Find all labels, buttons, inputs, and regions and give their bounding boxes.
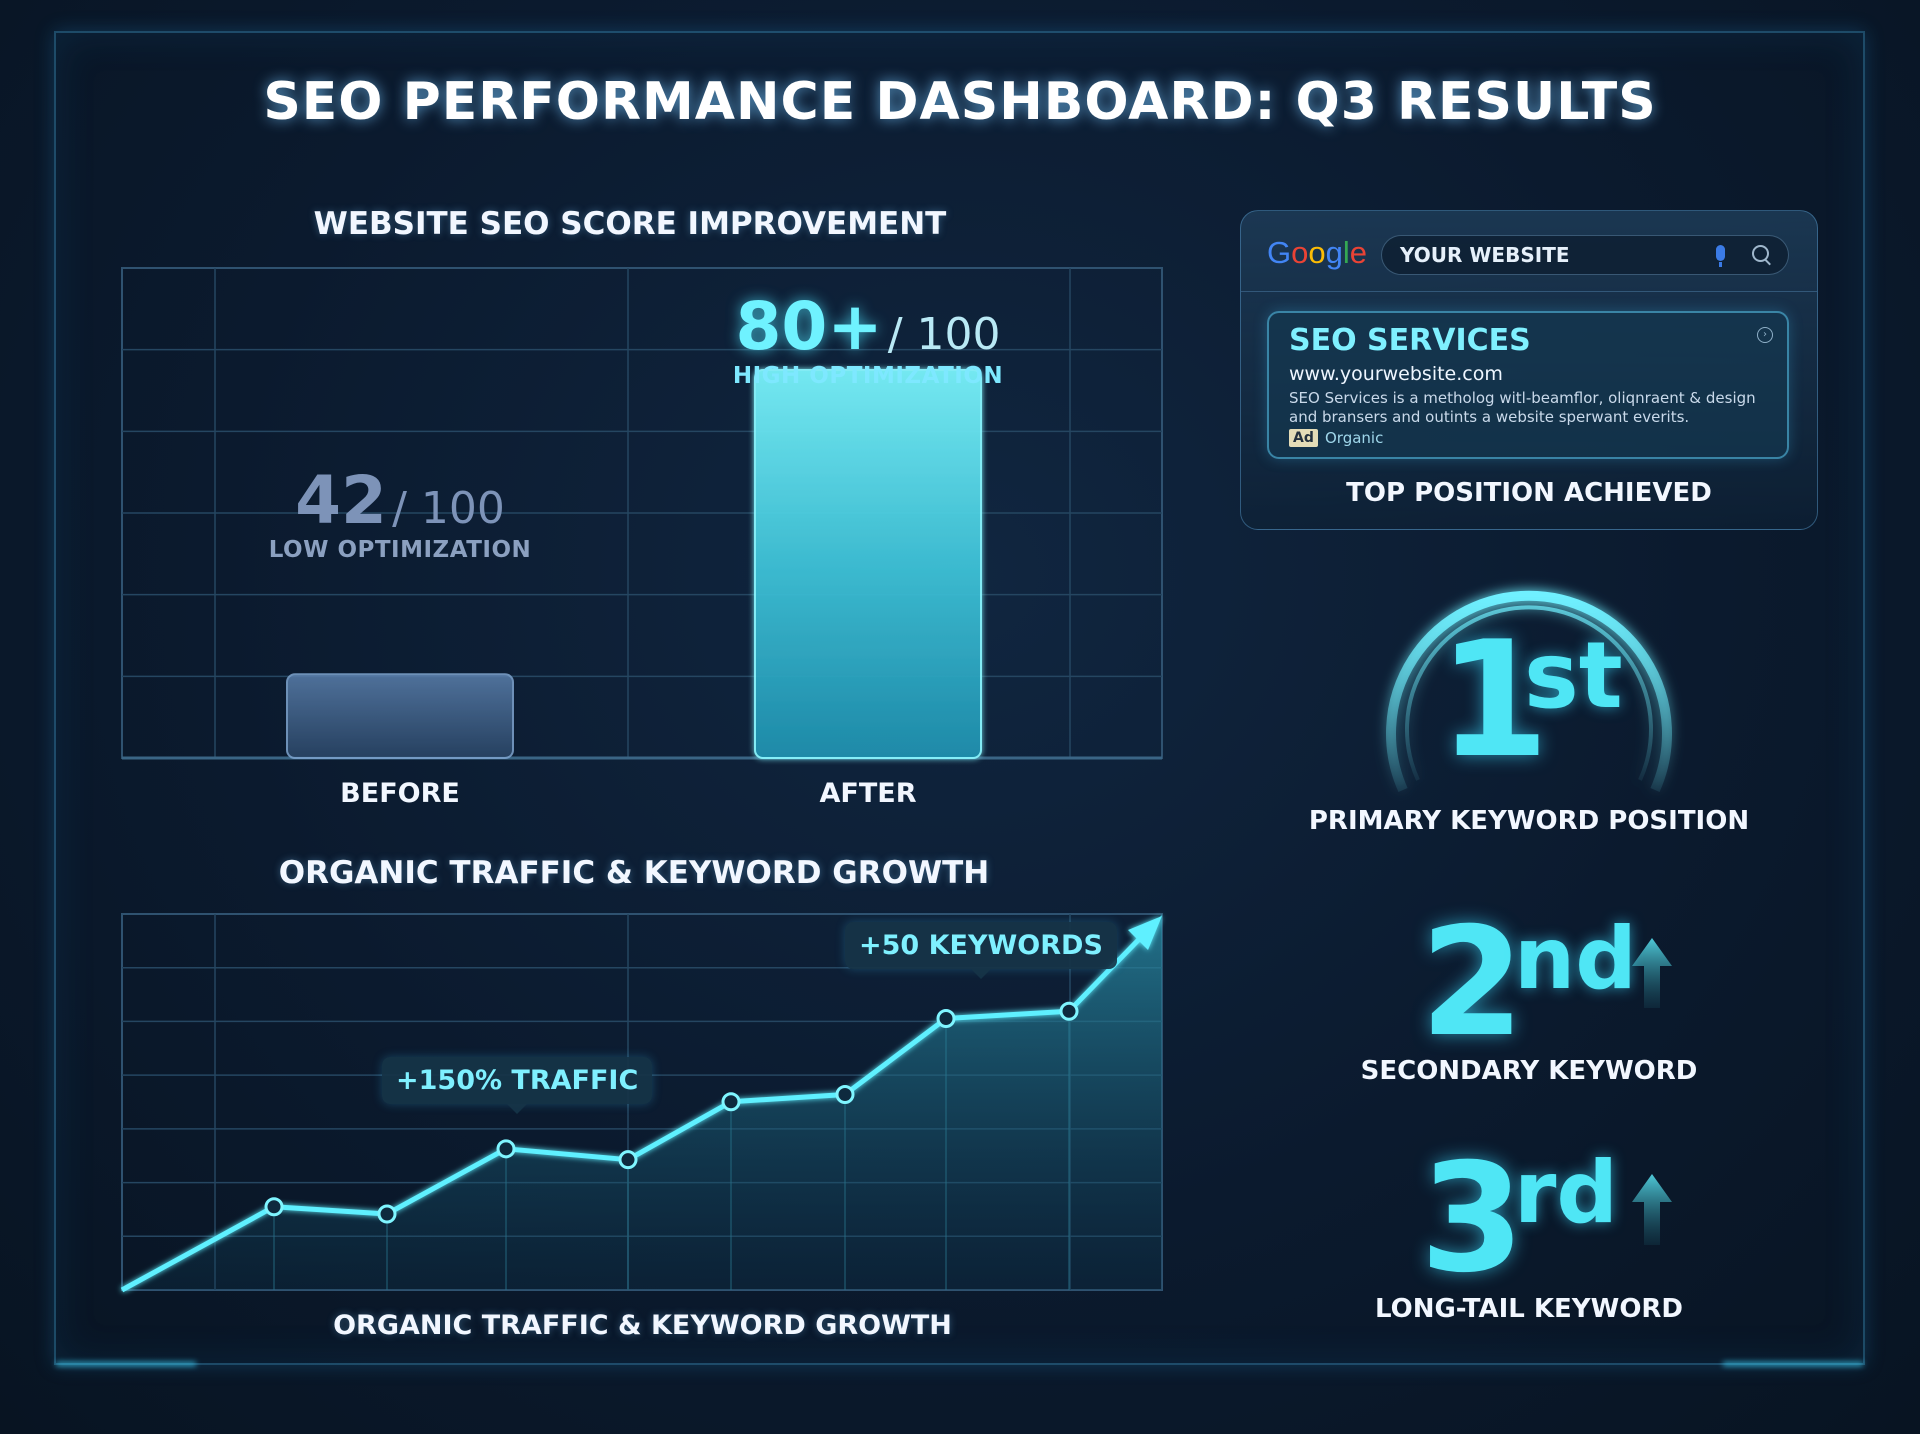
- before-score: 42 / 100 LOW OPTIMIZATION: [220, 462, 580, 563]
- rank-3-number: 3: [1420, 1132, 1525, 1306]
- microphone-icon[interactable]: [1716, 245, 1725, 267]
- rank-2-label: SECONDARY KEYWORD: [1360, 1056, 1698, 1086]
- result-url[interactable]: www.yourwebsite.com: [1289, 363, 1503, 385]
- before-score-max: / 100: [392, 483, 505, 534]
- result-title[interactable]: SEO SERVICES: [1289, 323, 1531, 358]
- data-point: [618, 1150, 638, 1170]
- page-title: SEO PERFORMANCE DASHBOARD: Q3 RESULTS: [263, 72, 1657, 132]
- data-point: [377, 1204, 397, 1224]
- organic-label: Organic: [1325, 429, 1384, 447]
- traffic-section-title: ORGANIC TRAFFIC & KEYWORD GROWTH: [278, 855, 990, 891]
- search-query: YOUR WEBSITE: [1400, 243, 1570, 267]
- before-category-label: BEFORE: [340, 778, 460, 809]
- top-position-caption: TOP POSITION ACHIEVED: [1346, 478, 1712, 508]
- traffic-area: [122, 914, 1162, 1290]
- rank-2-number: 2: [1420, 896, 1525, 1070]
- rank-1-number: 1: [1438, 606, 1550, 793]
- traffic-line: [120, 926, 1152, 1293]
- bar-after: [754, 369, 982, 759]
- after-score-value: 80+: [735, 288, 883, 365]
- after-score: 80+ / 100 HIGH OPTIMIZATION: [688, 288, 1048, 389]
- result-snippet: SEO Services is a metholog witl-beamflor…: [1289, 389, 1756, 426]
- data-point: [835, 1085, 855, 1105]
- rank-3-suffix: rd: [1514, 1143, 1618, 1243]
- search-result-card[interactable]: SEO SERVICES www.yourwebsite.com SEO Ser…: [1267, 311, 1789, 459]
- traffic-callout: +150% TRAFFIC: [382, 1057, 653, 1114]
- data-point: [264, 1197, 284, 1217]
- data-point: [496, 1139, 516, 1159]
- search-divider: [1241, 291, 1817, 292]
- info-icon[interactable]: ›: [1757, 327, 1773, 343]
- data-point: [936, 1009, 956, 1028]
- after-score-max: / 100: [887, 309, 1001, 360]
- rank-3-label: LONG-TAIL KEYWORD: [1374, 1294, 1684, 1324]
- search-results-panel: Google YOUR WEBSITE SEO SERVICES www.you…: [1240, 210, 1818, 530]
- after-score-desc: HIGH OPTIMIZATION: [732, 363, 1004, 389]
- rank-1-label: PRIMARY KEYWORD POSITION: [1308, 806, 1750, 836]
- data-point: [1059, 1001, 1079, 1021]
- data-point: [721, 1092, 741, 1112]
- bar-before: [286, 673, 514, 760]
- google-logo: Google: [1267, 235, 1368, 270]
- traffic-chart-footer: ORGANIC TRAFFIC & KEYWORD GROWTH: [333, 1310, 952, 1341]
- rank-2-suffix: nd: [1514, 909, 1637, 1009]
- search-input[interactable]: YOUR WEBSITE: [1381, 235, 1789, 275]
- traffic-arrow-head: [1128, 916, 1162, 950]
- search-icon[interactable]: [1752, 245, 1769, 262]
- before-score-value: 42: [295, 462, 387, 539]
- keywords-callout: +50 KEYWORDS: [845, 922, 1117, 979]
- score-section-title: WEBSITE SEO SCORE IMPROVEMENT: [313, 206, 947, 242]
- after-category-label: AFTER: [819, 778, 917, 809]
- rank-1-suffix: st: [1524, 622, 1623, 729]
- before-score-desc: LOW OPTIMIZATION: [268, 537, 532, 563]
- ad-badge: Ad: [1289, 429, 1318, 447]
- dashboard-frame: [54, 31, 1865, 1366]
